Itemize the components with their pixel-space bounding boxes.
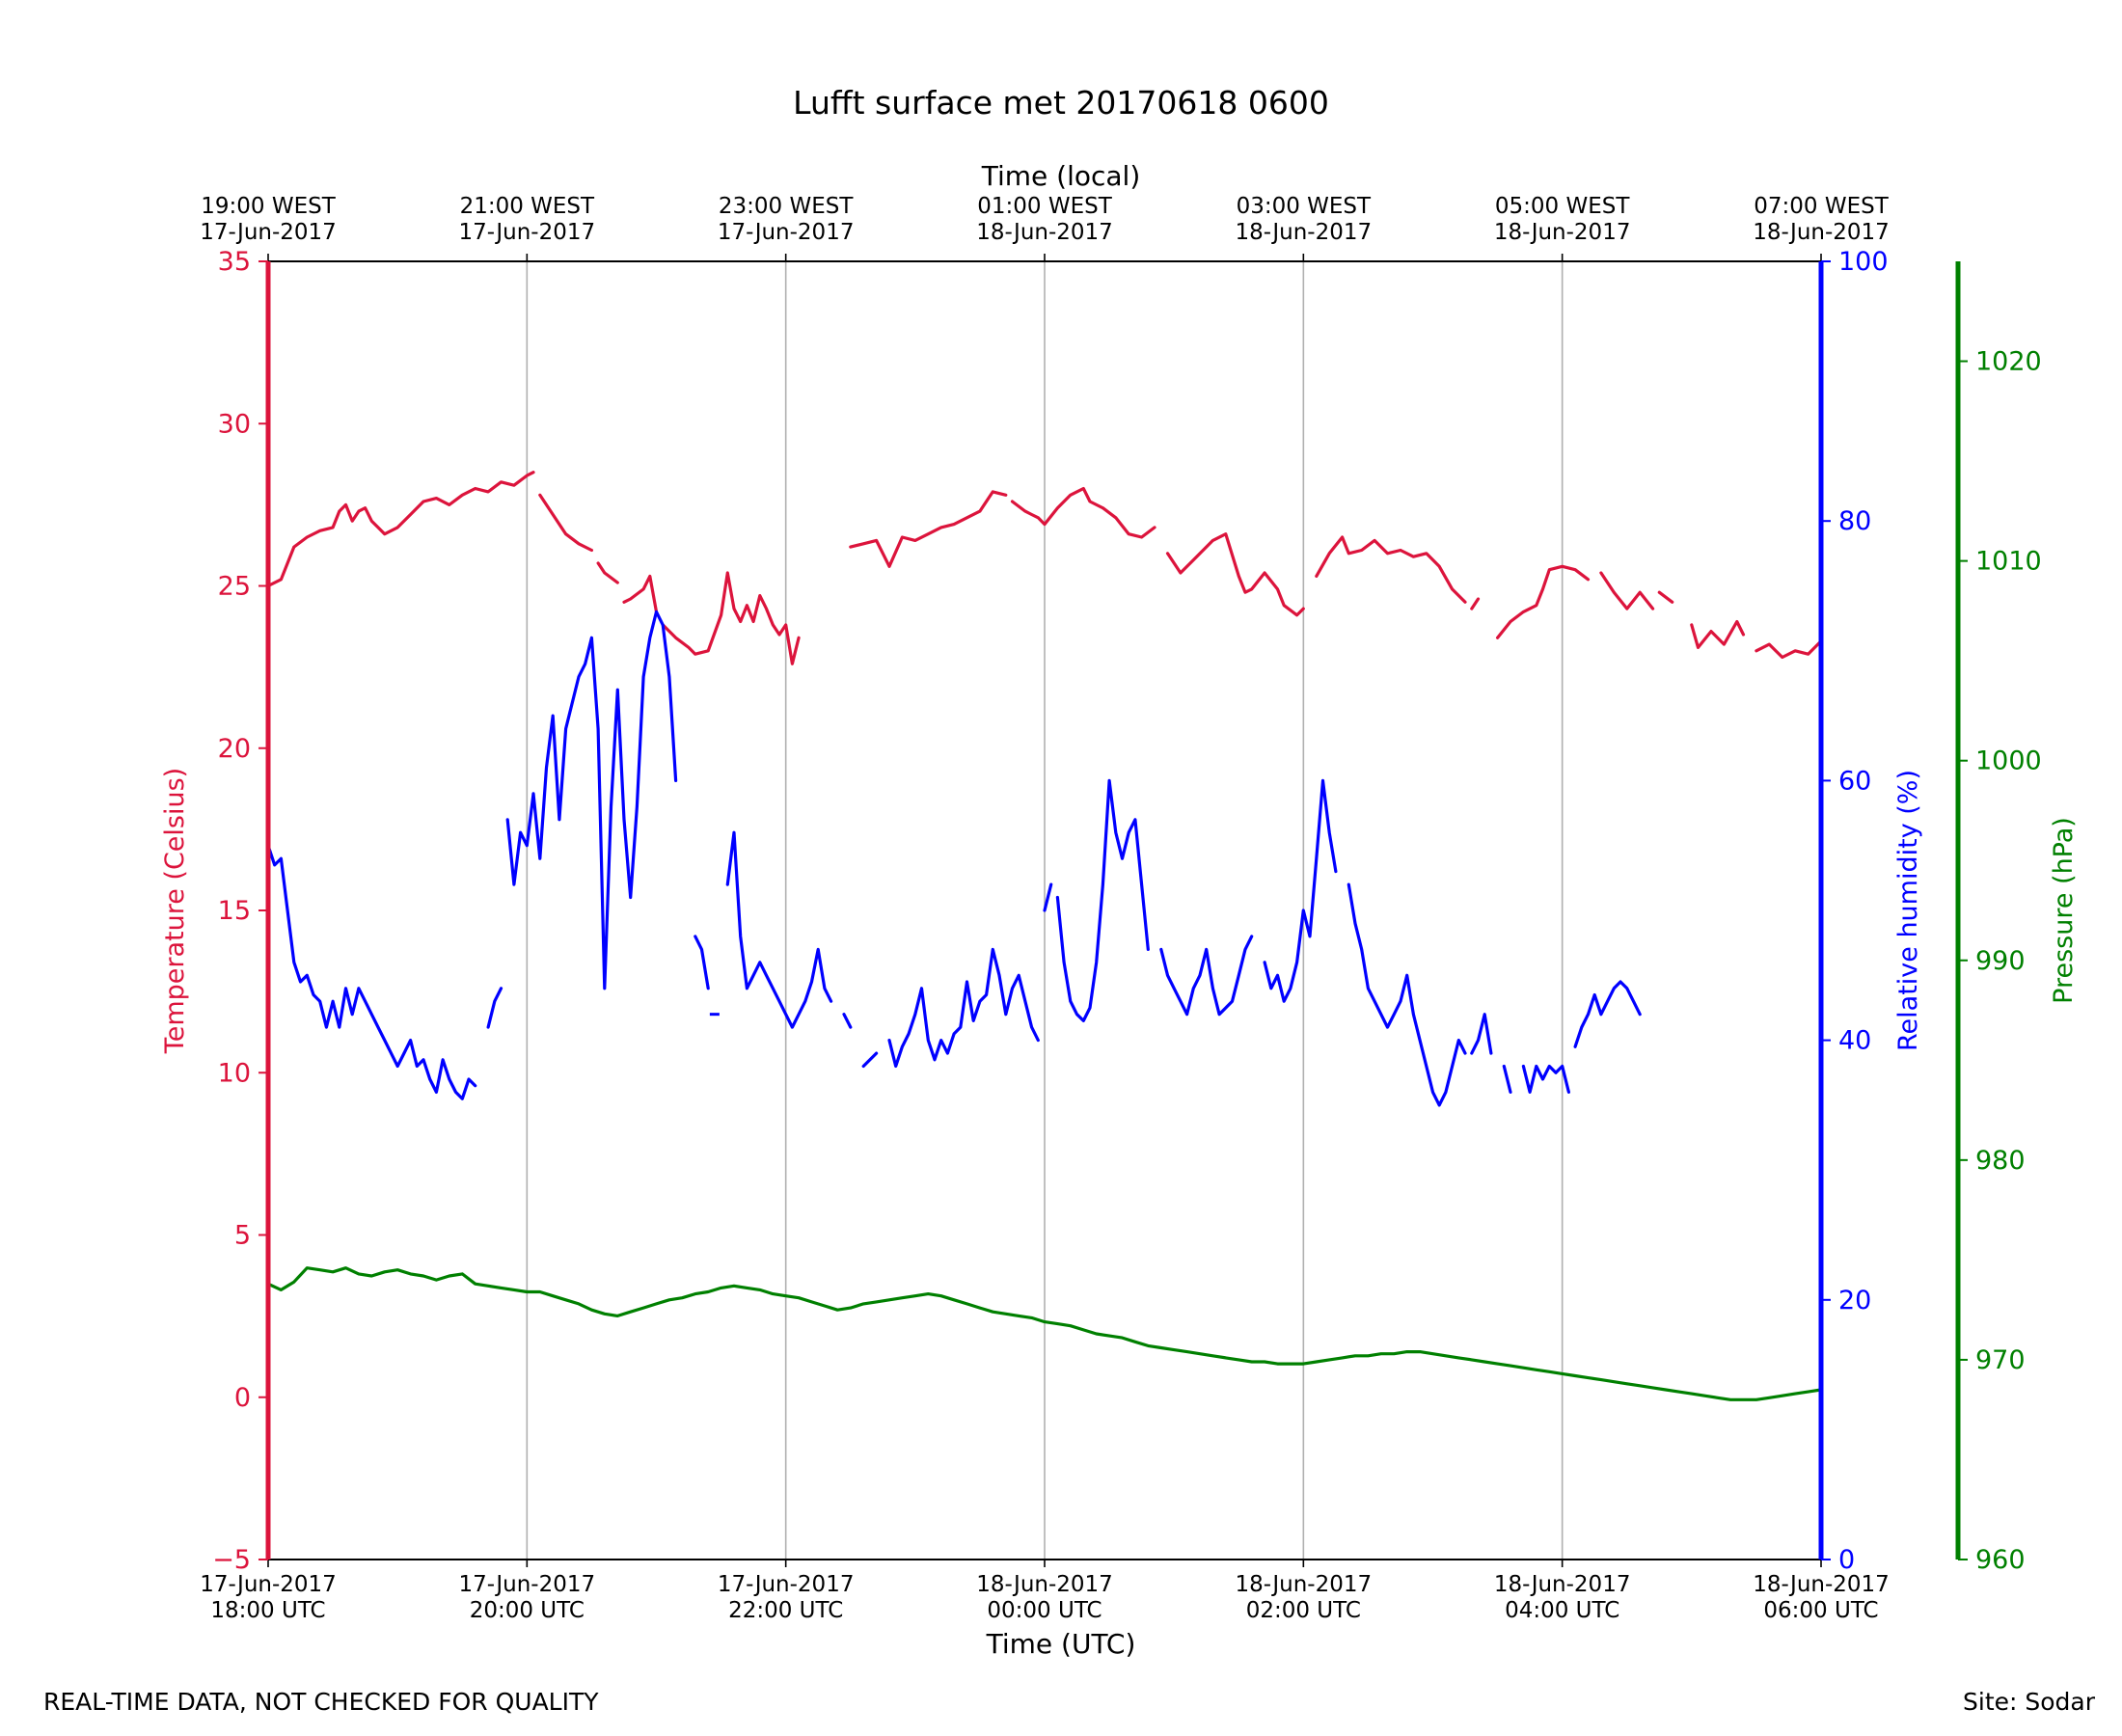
humidity-line-segment bbox=[268, 844, 477, 1100]
bottom-tick-label: 17-Jun-2017 bbox=[200, 1572, 337, 1597]
pressure-tick-label: 1020 bbox=[1975, 347, 2042, 377]
bottom-tick-label: 18-Jun-2017 bbox=[1236, 1572, 1373, 1597]
temperature-axis-label: Temperature (Celsius) bbox=[160, 768, 190, 1054]
pressure-tick-label: 1000 bbox=[1975, 746, 2042, 776]
series-humidity bbox=[268, 610, 1642, 1107]
temperature-line-segment bbox=[1315, 535, 1467, 604]
temperature-tick-label: 5 bbox=[234, 1221, 251, 1251]
humidity-tick-label: 40 bbox=[1838, 1026, 1871, 1056]
top-tick-label: 01:00 WEST bbox=[977, 194, 1112, 219]
humidity-tick-label: 100 bbox=[1838, 247, 1889, 277]
temperature-line-segment bbox=[1470, 597, 1481, 610]
bottom-tick-label: 06:00 UTC bbox=[1763, 1598, 1878, 1623]
pressure-tick-label: 980 bbox=[1975, 1146, 2026, 1176]
bottom-tick-label: 22:00 UTC bbox=[728, 1598, 843, 1623]
temperature-tick-label: 15 bbox=[218, 896, 251, 926]
humidity-line-segment bbox=[1043, 882, 1053, 912]
top-tick-label: 03:00 WEST bbox=[1237, 194, 1372, 219]
humidity-line-segment bbox=[861, 1051, 879, 1069]
series-pressure bbox=[268, 1266, 1821, 1401]
top-tick-label: 21:00 WEST bbox=[460, 194, 595, 219]
humidity-line-segment bbox=[1055, 778, 1150, 1023]
bottom-tick-label: 04:00 UTC bbox=[1505, 1598, 1619, 1623]
humidity-axis-label: Relative humidity (%) bbox=[1893, 770, 1923, 1051]
temperature-line-segment bbox=[1599, 571, 1655, 610]
top-tick-label: 18-Jun-2017 bbox=[1753, 220, 1890, 245]
top-tick-label: 18-Jun-2017 bbox=[1236, 220, 1373, 245]
humidity-line-segment bbox=[842, 1013, 853, 1029]
humidity-tick-label: 60 bbox=[1838, 766, 1871, 796]
temperature-line-segment bbox=[538, 493, 594, 553]
temperature-tick-label: 0 bbox=[234, 1383, 251, 1413]
temperature-line-segment bbox=[849, 490, 1008, 568]
top-tick-label: 18-Jun-2017 bbox=[976, 220, 1113, 245]
temperature-line-segment bbox=[1165, 532, 1305, 617]
top-tick-label: 17-Jun-2017 bbox=[459, 220, 596, 245]
temperature-line-segment bbox=[1010, 486, 1156, 539]
plot-area bbox=[268, 471, 1821, 1401]
pressure-axis-label: Pressure (hPa) bbox=[2049, 817, 2079, 1004]
top-axis-label: Time (local) bbox=[981, 160, 1141, 192]
temperature-line-segment bbox=[1657, 590, 1674, 604]
humidity-line-segment bbox=[1573, 980, 1642, 1048]
top-tick-label: 18-Jun-2017 bbox=[1494, 220, 1631, 245]
pressure-tick-label: 1010 bbox=[1975, 547, 2042, 577]
humidity-tick-label: 80 bbox=[1838, 506, 1871, 536]
x-axis-label: Time (UTC) bbox=[986, 1628, 1136, 1660]
temperature-line-segment bbox=[622, 574, 659, 614]
top-tick-label: 19:00 WEST bbox=[201, 194, 336, 219]
humidity-line-segment bbox=[1470, 1013, 1493, 1055]
top-tick-label: 07:00 WEST bbox=[1754, 194, 1889, 219]
bottom-tick-label: 17-Jun-2017 bbox=[718, 1572, 855, 1597]
bottom-tick-label: 18-Jun-2017 bbox=[1494, 1572, 1631, 1597]
humidity-line-segment bbox=[505, 610, 678, 990]
humidity-line-segment bbox=[486, 987, 503, 1029]
bottom-tick-label: 17-Jun-2017 bbox=[459, 1572, 596, 1597]
pressure-tick-label: 990 bbox=[1975, 946, 2026, 976]
temperature-line-segment bbox=[268, 471, 535, 588]
pressure-line-segment bbox=[268, 1266, 1821, 1401]
temperature-line-segment bbox=[596, 561, 619, 584]
temperature-line-segment bbox=[1690, 619, 1746, 650]
temperature-tick-label: 30 bbox=[218, 409, 251, 439]
chart-title: Lufft surface met 20170618 0600 bbox=[793, 84, 1329, 122]
temperature-line-segment bbox=[661, 571, 801, 665]
humidity-line-segment bbox=[1159, 935, 1254, 1017]
humidity-tick-label: 20 bbox=[1838, 1286, 1871, 1316]
bottom-tick-label: 18-Jun-2017 bbox=[1753, 1572, 1890, 1597]
humidity-line-segment bbox=[1521, 1064, 1571, 1095]
bottom-tick-label: 20:00 UTC bbox=[470, 1598, 585, 1623]
humidity-line-segment bbox=[1263, 778, 1338, 1003]
bottom-tick-label: 18-Jun-2017 bbox=[976, 1572, 1113, 1597]
temperature-tick-label: 20 bbox=[218, 734, 251, 764]
temperature-tick-label: 35 bbox=[218, 247, 251, 277]
humidity-line-segment bbox=[694, 935, 710, 990]
bottom-tick-label: 18:00 UTC bbox=[210, 1598, 325, 1623]
pressure-tick-label: 970 bbox=[1975, 1345, 2026, 1375]
pressure-tick-label: 960 bbox=[1975, 1545, 2026, 1575]
temperature-tick-label: 10 bbox=[218, 1058, 251, 1088]
humidity-line-segment bbox=[725, 830, 833, 1029]
top-tick-label: 23:00 WEST bbox=[719, 194, 854, 219]
temperature-line-segment bbox=[1755, 638, 1821, 660]
bottom-tick-label: 02:00 UTC bbox=[1246, 1598, 1361, 1623]
temperature-tick-label: −5 bbox=[212, 1545, 251, 1575]
top-tick-label: 05:00 WEST bbox=[1495, 194, 1630, 219]
humidity-line-segment bbox=[887, 947, 1040, 1069]
temperature-line-segment bbox=[1495, 564, 1591, 639]
top-tick-label: 17-Jun-2017 bbox=[200, 220, 337, 245]
bottom-tick-label: 00:00 UTC bbox=[987, 1598, 1102, 1623]
temperature-tick-label: 25 bbox=[218, 572, 251, 602]
data-disclaimer: REAL-TIME DATA, NOT CHECKED FOR QUALITY bbox=[43, 1688, 599, 1716]
site-label: Site: Sodar bbox=[1963, 1688, 2095, 1716]
series-temperature bbox=[268, 471, 1821, 665]
top-tick-label: 17-Jun-2017 bbox=[718, 220, 855, 245]
humidity-line-segment bbox=[1347, 882, 1467, 1107]
humidity-line-segment bbox=[1502, 1064, 1512, 1095]
humidity-tick-label: 0 bbox=[1838, 1545, 1855, 1575]
